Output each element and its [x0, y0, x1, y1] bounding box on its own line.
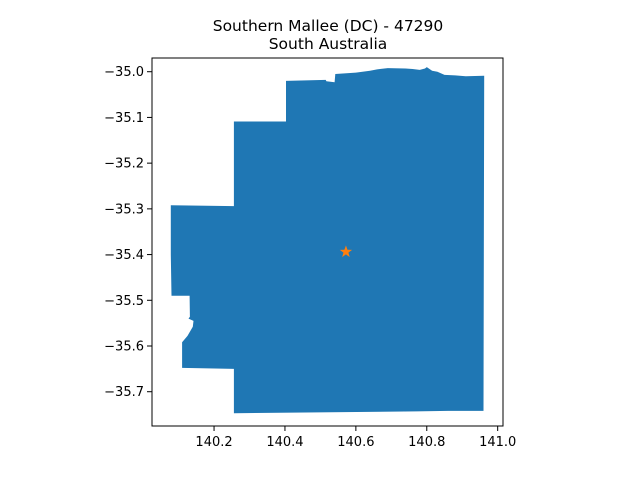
y-tick-label: −35.5 — [104, 294, 144, 309]
y-tick-label: −35.6 — [104, 340, 144, 355]
y-tick-label: −35.4 — [104, 248, 144, 263]
chart-subtitle: South Australia — [269, 35, 388, 53]
centroid-star-marker — [339, 245, 353, 258]
y-tick-label: −35.7 — [104, 385, 144, 400]
y-tick-label: −35.1 — [104, 111, 144, 126]
x-tick-label: 140.4 — [266, 435, 303, 450]
region-polygon — [170, 67, 485, 414]
y-tick-label: −35.3 — [104, 202, 144, 217]
x-axis: 140.2 140.4 140.6 140.8 141.0 — [195, 426, 516, 450]
plot-area — [151, 57, 504, 427]
axes-frame — [151, 57, 504, 427]
x-tick-label: 140.2 — [195, 435, 232, 450]
x-tick-label: 140.6 — [337, 435, 374, 450]
y-tick-label: −35.2 — [104, 157, 144, 172]
x-tick-label: 141.0 — [479, 435, 516, 450]
y-tick-label: −35.0 — [104, 65, 144, 80]
y-axis: −35.0 −35.1 −35.2 −35.3 −35.4 −35.5 −35.6 −35.7 — [104, 65, 152, 400]
x-tick-label: 140.8 — [408, 435, 445, 450]
chart-title: Southern Mallee (DC) - 47290 — [213, 17, 444, 35]
